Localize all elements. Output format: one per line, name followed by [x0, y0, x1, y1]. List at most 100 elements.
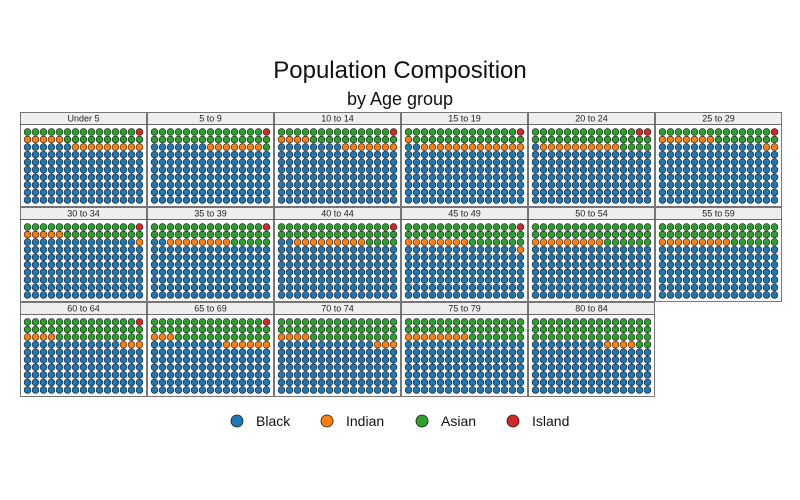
dot-black [587, 268, 596, 276]
dot-indian [539, 143, 548, 151]
dot-indian [301, 333, 310, 341]
dot-black [230, 348, 239, 356]
dot-black [706, 253, 715, 261]
dot-black [23, 143, 32, 151]
dot-black [190, 261, 199, 269]
dot-black [79, 356, 88, 364]
dot-black [484, 291, 493, 299]
dot-black [39, 268, 48, 276]
dot-black [63, 143, 72, 151]
dot-black [238, 386, 247, 394]
dot-asian [301, 223, 310, 231]
dot-black [63, 196, 72, 204]
dot-indian [428, 238, 437, 246]
dot-black [158, 261, 167, 269]
dot-black [563, 245, 572, 254]
dot-black [571, 166, 580, 174]
dot-black [730, 291, 739, 299]
dot-black [87, 363, 96, 371]
dot-black [285, 378, 294, 387]
dot-black [71, 340, 80, 349]
dot-black [452, 188, 461, 197]
dot-black [428, 188, 437, 197]
dot-black [31, 356, 40, 364]
dot-asian [55, 325, 64, 334]
dot-black [698, 253, 707, 261]
dot-black [444, 173, 453, 182]
dot-black [357, 348, 366, 356]
dot-black [706, 196, 715, 204]
dot-black [730, 196, 739, 204]
dot-asian [246, 230, 255, 239]
dot-black [754, 196, 763, 204]
dot-black [516, 150, 525, 159]
dot-asian [95, 128, 104, 136]
dot-indian [55, 230, 64, 239]
dot-black [627, 253, 636, 261]
dot-black [246, 166, 255, 174]
dot-black [674, 268, 683, 276]
dot-black [285, 188, 294, 197]
dot-black [468, 196, 477, 204]
dot-black [127, 378, 136, 387]
dot-black [404, 188, 413, 197]
dot-black [238, 196, 247, 204]
dot-indian [444, 238, 453, 246]
dot-asian [516, 135, 525, 144]
dot-black [643, 158, 652, 166]
dot-black [690, 283, 699, 292]
dot-asian [571, 223, 580, 231]
dot-black [698, 268, 707, 276]
dot-black [39, 261, 48, 269]
dot-black [722, 196, 731, 204]
dot-black [420, 245, 429, 254]
dot-asian [611, 230, 620, 239]
dot-black [325, 143, 334, 151]
dot-black [484, 276, 493, 284]
dot-black [174, 283, 183, 292]
dot-black [95, 283, 104, 292]
dot-black [658, 196, 667, 204]
dot-black [214, 268, 223, 276]
dot-black [230, 166, 239, 174]
dot-black [484, 340, 493, 349]
dot-black [730, 181, 739, 189]
dot-black [349, 371, 358, 379]
dot-black [682, 196, 691, 204]
dot-black [222, 196, 231, 204]
dot-black [254, 245, 263, 254]
dot-black [63, 268, 72, 276]
dot-black [420, 253, 429, 261]
dot-asian [214, 128, 223, 136]
dot-black [119, 261, 128, 269]
dot-black [373, 150, 382, 159]
dot-black [246, 245, 255, 254]
dot-black [722, 253, 731, 261]
dot-black [135, 181, 144, 189]
dot-black [714, 196, 723, 204]
dot-black [79, 196, 88, 204]
dot-black [619, 283, 628, 292]
dot-black [690, 291, 699, 299]
dot-black [309, 166, 318, 174]
dot-black [698, 166, 707, 174]
dot-black [428, 268, 437, 276]
dot-asian [309, 333, 318, 341]
dot-black [111, 268, 120, 276]
dot-black [381, 276, 390, 284]
dot-asian [174, 318, 183, 326]
dot-black [579, 253, 588, 261]
dot-asian [389, 325, 398, 334]
dot-black [722, 276, 731, 284]
dot-asian [127, 333, 136, 341]
dot-black [87, 378, 96, 387]
dot-black [595, 386, 604, 394]
dot-black [389, 188, 398, 197]
dot-asian [301, 230, 310, 239]
dot-black [198, 245, 207, 254]
dot-black [539, 150, 548, 159]
dot-black [531, 158, 540, 166]
dot-black [23, 371, 32, 379]
dot-black [476, 378, 485, 387]
dot-indian [285, 333, 294, 341]
